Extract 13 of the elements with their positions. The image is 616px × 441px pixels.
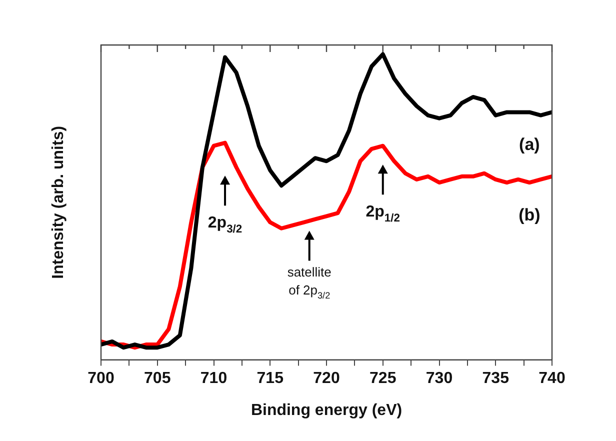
x-tick-label: 710 <box>200 370 228 387</box>
x-tick-label: 705 <box>144 370 171 387</box>
x-tick-label: 725 <box>370 370 396 387</box>
x-tick-label: 715 <box>256 370 284 387</box>
x-tick-label: 735 <box>482 370 510 387</box>
x-axis-title: Binding energy (eV) <box>250 402 402 419</box>
series-label: (a) <box>519 135 540 154</box>
x-tick-label: 740 <box>538 370 566 387</box>
x-tick-label: 700 <box>88 370 114 387</box>
x-tick-label: 720 <box>313 370 340 387</box>
x-tick-label: 730 <box>426 370 453 387</box>
series-label: (b) <box>518 206 540 225</box>
y-axis-title: Intensity (arb. units) <box>50 126 67 279</box>
